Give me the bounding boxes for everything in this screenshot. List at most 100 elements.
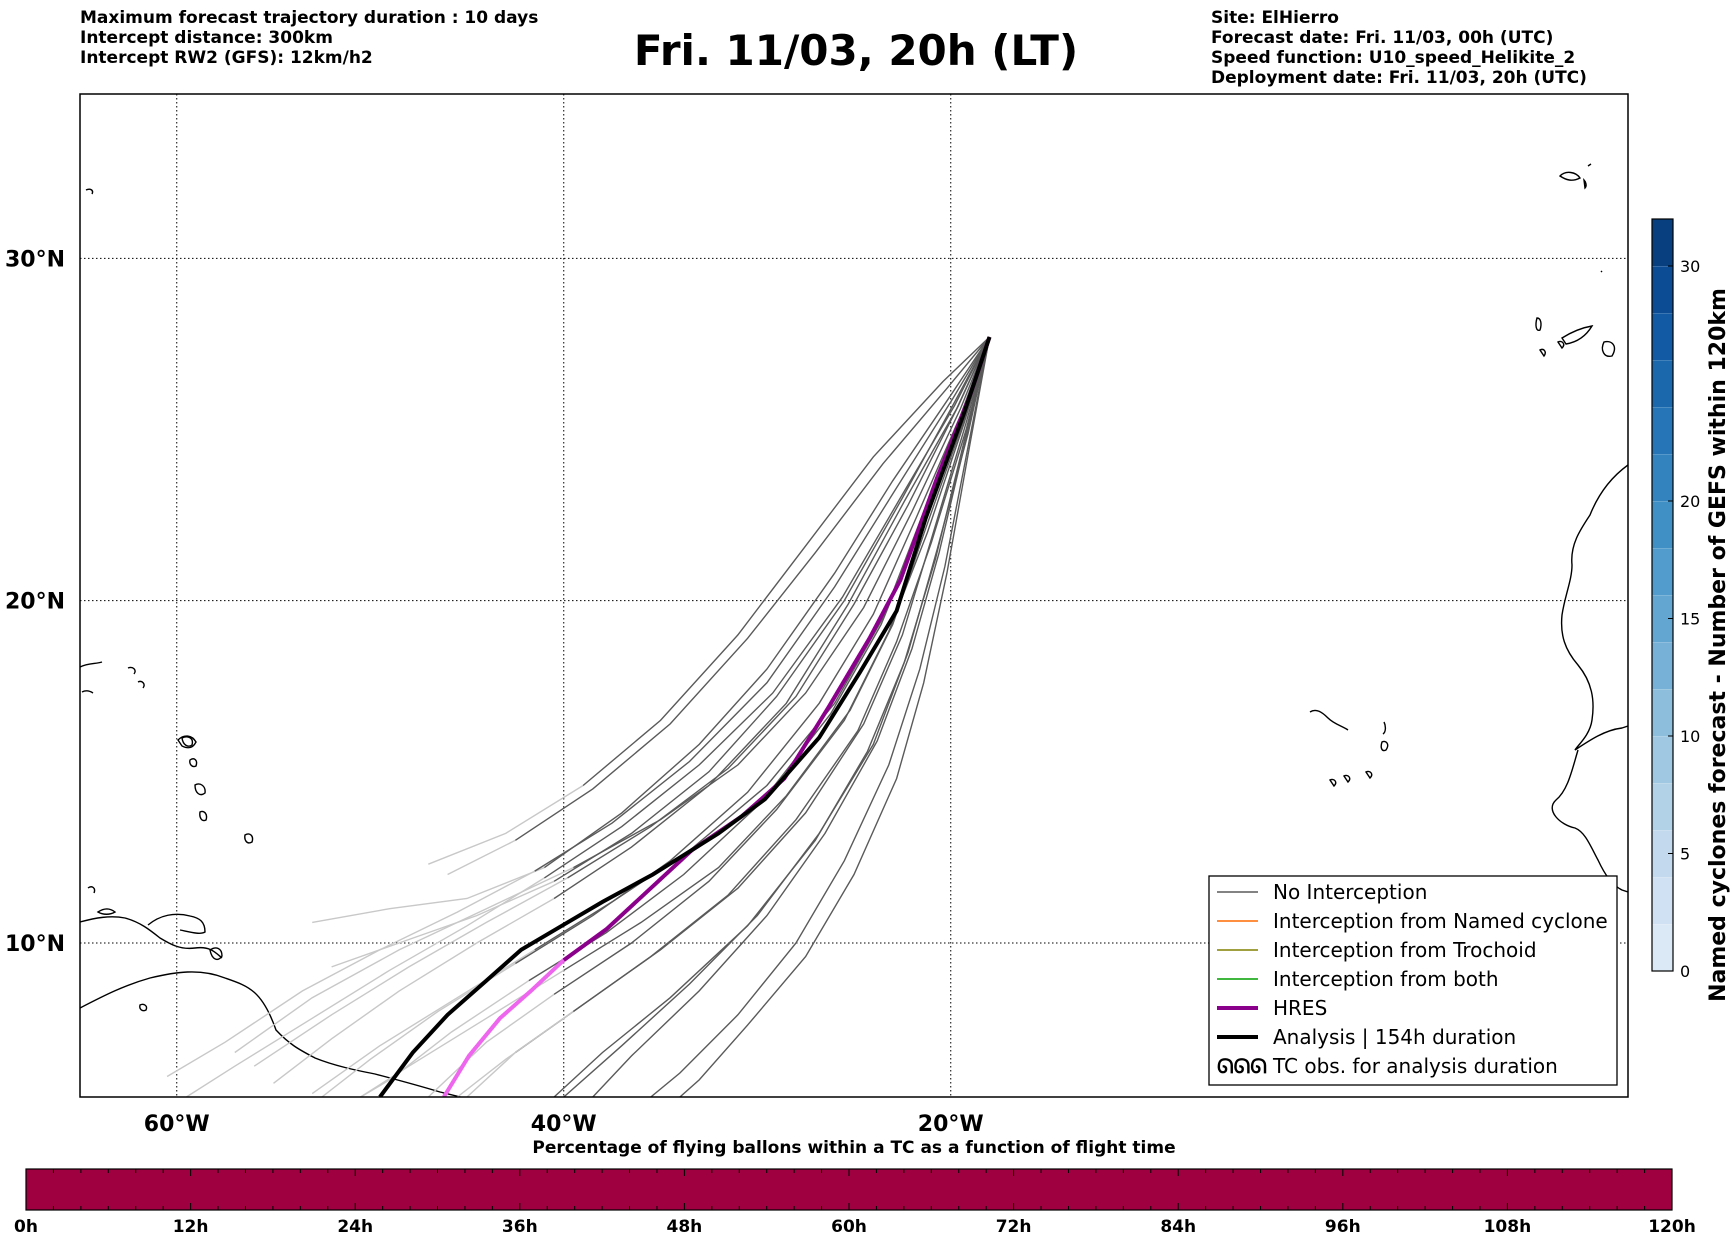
header-left-line: Intercept RW2 (GFS): 12km/h2 [80, 48, 373, 68]
header-right-line: Speed function: U10_speed_Helikite_2 [1211, 48, 1576, 68]
legend-symbol-tc: ᘏᘏᘏ [1217, 1054, 1267, 1078]
ensemble-trajectory [567, 336, 991, 879]
colorbar-tick-label: 20 [1680, 492, 1700, 511]
header-left-line: Intercept distance: 300km [80, 28, 333, 48]
bottom-colorbar-tick-label: 96h [1325, 1217, 1361, 1237]
graticule [80, 94, 1628, 1097]
legend-label: Interception from both [1273, 967, 1499, 991]
ensemble-trajectory [515, 336, 991, 965]
axis-tick-labels: 60°W 40°W 20°W 30°N 20°N 10°N [5, 247, 984, 1137]
ensemble-trajectory [553, 336, 991, 995]
legend-label: Interception from Trochoid [1273, 938, 1537, 962]
bottom-colorbar: 0h 12h 24h 36h 48h 60h 72h 84h 96h 108h 120h [14, 1168, 1696, 1237]
coastline-south-america [80, 971, 463, 1097]
legend-label: No Interception [1273, 880, 1427, 904]
coastline-tiny-islet [1600, 270, 1603, 273]
ensemble-trajectory-late [234, 866, 574, 1054]
ensemble-trajectory [573, 336, 991, 869]
ensemble-trajectory-late [186, 877, 545, 1097]
ensemble-trajectory-late [456, 1010, 574, 1097]
ensemble-trajectory-late [447, 839, 516, 876]
ensemble-trajectory [582, 336, 990, 787]
ensemble-trajectory [563, 336, 991, 1097]
trajectory-lines [166, 336, 992, 1097]
colorbar-segment [1652, 548, 1673, 595]
header-left-info: Maximum forecast trajectory duration : 1… [80, 8, 538, 68]
coastline-caribbean-island [96, 908, 117, 915]
bottom-colorbar-tick-label: 60h [831, 1217, 867, 1237]
bottom-colorbar-tick-label: 0h [14, 1217, 38, 1237]
legend-label: Interception from Named cyclone [1273, 909, 1608, 933]
coastline-virgin-islands [80, 661, 145, 694]
ensemble-trajectory-late [253, 877, 568, 1067]
colorbar-segment [1652, 689, 1673, 736]
coastline-guajira [147, 913, 206, 934]
coastline-madeira [1558, 163, 1592, 190]
colorbar-segment [1652, 736, 1673, 783]
coastlines [80, 163, 1628, 1097]
legend: No Interception Interception from Named c… [1208, 875, 1618, 1086]
bottom-colorbar-tick-label: 72h [996, 1217, 1032, 1237]
header-right-line: Deployment date: Fri. 11/03, 20h (UTC) [1211, 68, 1587, 88]
header-right-line: Site: ElHierro [1211, 8, 1339, 28]
legend-box [1208, 875, 1618, 1086]
colorbar-tick-label: 15 [1680, 610, 1700, 629]
ensemble-trajectory [572, 336, 991, 1012]
legend-label: HRES [1273, 996, 1327, 1020]
ensemble-trajectory [515, 336, 991, 841]
colorbar-segment [1652, 924, 1673, 971]
hres-trajectory [562, 336, 992, 962]
coastline-venezuela-coast [80, 916, 223, 959]
ensemble-trajectory [553, 336, 991, 900]
colorbar-segment [1652, 407, 1673, 454]
map-title: Fri. 11/03, 20h (LT) [633, 26, 1079, 75]
lat-tick-label: 10°N [5, 932, 65, 957]
coastline-trinidad [209, 947, 223, 961]
bottom-colorbar-tick-label: 120h [1648, 1217, 1696, 1237]
coastline-canary-islands [1535, 317, 1616, 358]
header-right-info: Site: ElHierro Forecast date: Fri. 11/03… [1211, 8, 1587, 88]
coastline-guadeloupe [177, 735, 198, 768]
colorbar-segment [1652, 595, 1673, 642]
coastline-lesser-antilles [181, 736, 254, 844]
bottom-colorbar-tick-label: 24h [337, 1217, 373, 1237]
lon-tick-label: 60°W [144, 1112, 210, 1137]
coastline-west-africa [1560, 464, 1628, 751]
lat-tick-label: 20°N [5, 590, 65, 615]
right-colorbar-label: Named cyclones forecast - Number of GEFS… [1706, 288, 1731, 1002]
colorbar-segment [1652, 266, 1673, 313]
coastline-cape-verde [1309, 709, 1389, 788]
legend-label: TC obs. for analysis duration [1272, 1054, 1558, 1078]
colorbar-tick-label: 5 [1680, 845, 1690, 864]
map-frame [79, 93, 1629, 1098]
ensemble-trajectory [679, 336, 991, 1097]
lon-tick-label: 40°W [531, 1112, 597, 1137]
ensemble-trajectory-late [312, 866, 545, 924]
coastline-tobago-island [139, 1003, 148, 1012]
ensemble-trajectory [544, 336, 991, 879]
bottom-colorbar-tick-label: 48h [667, 1217, 703, 1237]
ensemble-trajectory-late [427, 993, 555, 1097]
colorbar-tick-label: 10 [1680, 727, 1700, 746]
ensemble-trajectory-late [466, 1051, 516, 1097]
ensemble-trajectory-late [166, 870, 536, 1078]
bottom-colorbar-tick-label: 36h [502, 1217, 538, 1237]
colorbar-segment [1652, 219, 1673, 266]
colorbar-segment [1652, 642, 1673, 689]
ensemble-trajectory-late [273, 897, 555, 1084]
colorbar-tick-label: 0 [1680, 962, 1690, 981]
colorbar-segment [1652, 830, 1673, 877]
ensemble-trajectory-late [428, 784, 584, 865]
colorbar-segment [1652, 783, 1673, 830]
bottom-colorbar-tick-label: 12h [173, 1217, 209, 1237]
ensemble-trajectory [553, 336, 991, 882]
header-right-line: Forecast date: Fri. 11/03, 00h (UTC) [1211, 28, 1554, 48]
ensemble-trajectory-late [331, 880, 555, 968]
legend-label: Analysis | 154h duration [1273, 1025, 1516, 1049]
hres-trajectory-late [442, 958, 566, 1097]
ensemble-trajectory [650, 336, 991, 1097]
lon-tick-label: 20°W [918, 1112, 984, 1137]
ensemble-trajectory-late [360, 980, 530, 1097]
colorbar-segment [1652, 360, 1673, 407]
